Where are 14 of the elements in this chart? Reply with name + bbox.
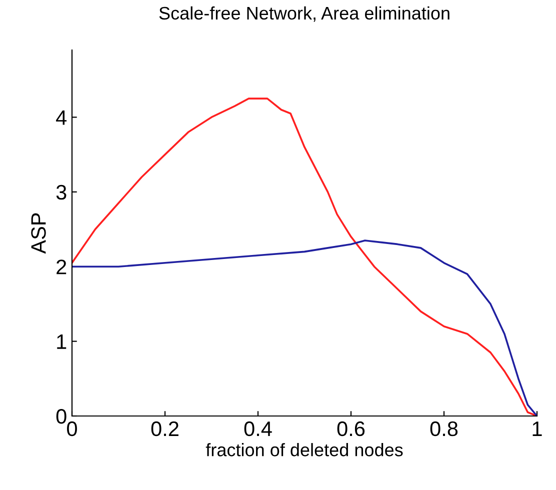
x-axis-title: fraction of deleted nodes: [206, 443, 403, 456]
x-tick-label: 0.6: [337, 421, 365, 436]
y-tick-label: 1: [57, 334, 66, 349]
x-tick-label: 1: [532, 422, 542, 436]
y-tick-label: 3: [56, 184, 66, 200]
y-axis-title: ASP: [31, 213, 46, 254]
y-tick-label: 4: [56, 110, 67, 125]
x-tick-label: 0: [67, 421, 77, 436]
chart-title: Scale-free Network, Area elimination: [159, 6, 450, 22]
y-tick-label: 2: [56, 260, 66, 274]
y-tick-label: 0: [56, 409, 66, 424]
x-tick-label: 0.8: [430, 421, 458, 436]
x-tick-label: 0.4: [244, 421, 272, 436]
x-tick-label: 0.2: [151, 421, 178, 436]
